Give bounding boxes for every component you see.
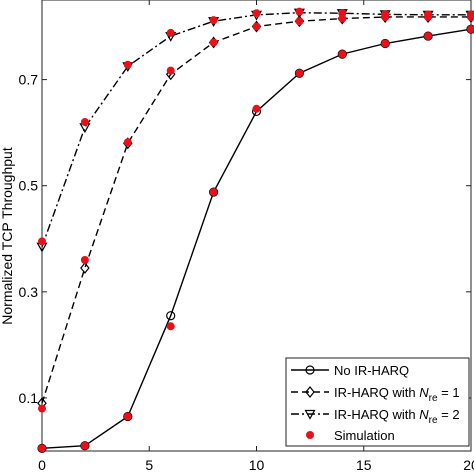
data-point: [381, 10, 390, 19]
legend-label: Simulation: [334, 428, 395, 443]
data-point: [252, 104, 261, 113]
y-axis-label: Normalized TCP Throughput: [0, 147, 15, 325]
series-line: [41, 16, 471, 404]
data-point: [381, 39, 390, 48]
data-point: [209, 188, 218, 197]
data-point: [166, 311, 176, 321]
data-point: [38, 444, 46, 453]
data-point: [80, 255, 89, 264]
data-point: [123, 138, 132, 147]
data-point: [123, 412, 132, 421]
y-tick-label: 0.1: [19, 390, 39, 406]
data-point: [209, 38, 218, 47]
legend-label: IR-HARQ with Nre = 2: [334, 407, 460, 426]
data-point: [252, 9, 261, 18]
data-point: [38, 237, 46, 246]
data-point: [38, 404, 46, 413]
data-point: [80, 118, 89, 127]
x-tick-label: 15: [356, 457, 372, 473]
legend-box: [285, 357, 470, 447]
data-point: [166, 28, 175, 37]
data-point: [80, 261, 90, 274]
legend-marker: [305, 386, 315, 398]
series-1: [37, 11, 474, 410]
legend-label: No IR-HARQ: [334, 363, 409, 378]
data-point: [295, 69, 304, 78]
data-point: [80, 441, 89, 450]
data-point: [166, 66, 175, 75]
x-tick-label: 20: [463, 457, 474, 473]
axes: 0 5 10 15 20 0.1 0.3 0.5 0.7: [19, 0, 474, 473]
series-layer: [36, 7, 474, 453]
data-point: [338, 9, 347, 18]
x-tick-label: 10: [249, 457, 265, 473]
x-tick-label: 5: [145, 457, 153, 473]
data-point: [166, 322, 175, 331]
data-point: [295, 7, 304, 16]
y-tick-label: 0.7: [19, 72, 39, 88]
data-point: [252, 22, 261, 31]
legend-marker: [306, 431, 314, 439]
data-point: [295, 17, 304, 26]
y-tick-label: 0.3: [19, 284, 39, 300]
series-2: [36, 8, 474, 253]
data-point: [338, 50, 347, 59]
data-point: [424, 10, 433, 19]
series-3: [38, 7, 474, 453]
data-point: [209, 16, 218, 25]
x-tick-label: 0: [38, 457, 46, 473]
data-point: [467, 25, 474, 34]
data-point: [123, 60, 132, 69]
legend-marker: [305, 365, 315, 375]
y-tick-label: 0.5: [19, 178, 39, 194]
series-line: [41, 12, 471, 247]
data-point: [467, 10, 474, 19]
data-point: [424, 32, 433, 41]
legend: No IR-HARQ IR-HARQ with Nre = 1 IR-HARQ wi…: [285, 357, 470, 447]
legend-marker: [304, 409, 316, 420]
legend-label: IR-HARQ with Nre = 1: [334, 385, 460, 404]
